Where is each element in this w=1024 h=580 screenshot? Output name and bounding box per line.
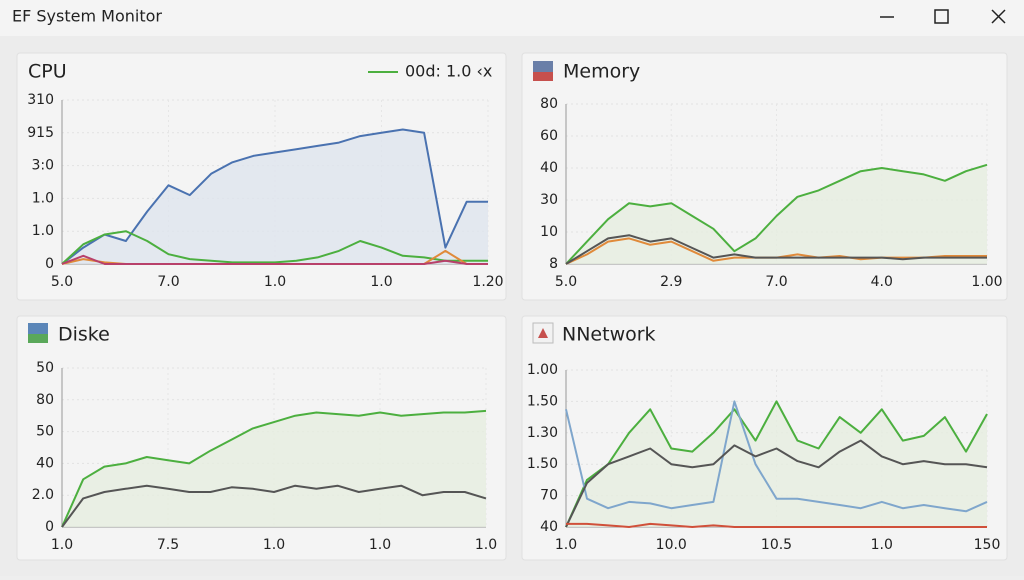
series-line — [566, 522, 987, 528]
x-tick-label: 10.5 — [761, 537, 792, 553]
y-tick-label: 3:0 — [31, 158, 54, 174]
x-tick-label: 7.0 — [157, 274, 179, 290]
y-tick-label: 50 — [36, 424, 54, 440]
y-tick-label: 1.0 — [32, 190, 54, 206]
y-tick-label: 70 — [540, 488, 558, 504]
panel-title: NNetwork — [562, 324, 656, 346]
x-tick-label: 2.9 — [660, 274, 682, 290]
x-tick-label: 1.0 — [51, 537, 73, 553]
y-tick-label: 1.0 — [32, 223, 54, 239]
x-tick-label: 1.0 — [475, 537, 497, 553]
y-tick-label: 40 — [36, 455, 54, 471]
x-tick-label: 1.0 — [264, 274, 286, 290]
series-line — [565, 400, 988, 513]
y-tick-label: 10 — [540, 224, 558, 240]
close-button[interactable] — [991, 9, 1006, 24]
memory-icon — [533, 61, 553, 81]
x-tick-label: 7.0 — [765, 274, 787, 290]
y-tick-label: 310 — [27, 92, 54, 108]
y-tick-label: 60 — [540, 128, 558, 144]
x-tick-label: 1.0 — [370, 274, 392, 290]
series-line — [565, 439, 988, 528]
x-tick-label: 1.0 — [369, 537, 391, 553]
y-tick-label: 2.0 — [32, 487, 54, 503]
series-line — [565, 400, 988, 528]
series-line — [61, 128, 488, 265]
disk-icon — [28, 323, 48, 343]
series-line — [565, 234, 987, 265]
panel-title: Memory — [563, 61, 640, 83]
panel-title: CPU — [28, 61, 67, 83]
series-area — [62, 129, 488, 264]
x-tick-label: 1.0 — [871, 537, 893, 553]
y-tick-label: 1.50 — [527, 456, 558, 472]
title-bar — [0, 0, 1024, 36]
maximize-button[interactable] — [934, 9, 949, 24]
x-tick-label: 10.0 — [656, 537, 687, 553]
x-tick-label: 150 — [974, 537, 1001, 553]
window-title: EF System Monitor — [12, 7, 162, 26]
x-tick-label: 5.0 — [555, 274, 577, 290]
y-tick-label: 80 — [540, 96, 558, 112]
legend-label: 00d: 1.0 ‹x — [405, 62, 492, 81]
y-tick-label: 30 — [540, 192, 558, 208]
y-tick-label: 50 — [36, 360, 54, 376]
series-line — [61, 484, 487, 528]
series-area — [566, 401, 987, 527]
y-tick-label: 1.30 — [527, 425, 558, 441]
y-tick-label: 40 — [540, 160, 558, 176]
y-tick-label: 80 — [36, 392, 54, 408]
series-line — [61, 409, 487, 528]
y-tick-label: 0 — [45, 256, 54, 272]
x-tick-label: 1.0 — [555, 537, 577, 553]
series-line — [61, 230, 488, 265]
series-line — [565, 163, 988, 265]
y-tick-label: 40 — [540, 519, 558, 535]
x-tick-label: 1.0 — [263, 537, 285, 553]
y-tick-label: 1.50 — [527, 393, 558, 409]
y-tick-label: 1.00 — [527, 362, 558, 378]
series-line — [61, 254, 488, 265]
y-tick-label: 915 — [27, 125, 54, 141]
panel-title: Diske — [58, 324, 110, 346]
x-tick-label: 5.0 — [51, 274, 73, 290]
x-tick-label: 1.20 — [472, 274, 503, 290]
x-tick-label: 4.0 — [871, 274, 893, 290]
y-tick-label: 0 — [45, 519, 54, 535]
x-tick-label: 7.5 — [157, 537, 179, 553]
x-tick-label: 1.00 — [971, 274, 1002, 290]
series-area — [62, 410, 486, 527]
y-tick-label: 8 — [549, 256, 558, 272]
network-icon — [532, 322, 554, 344]
